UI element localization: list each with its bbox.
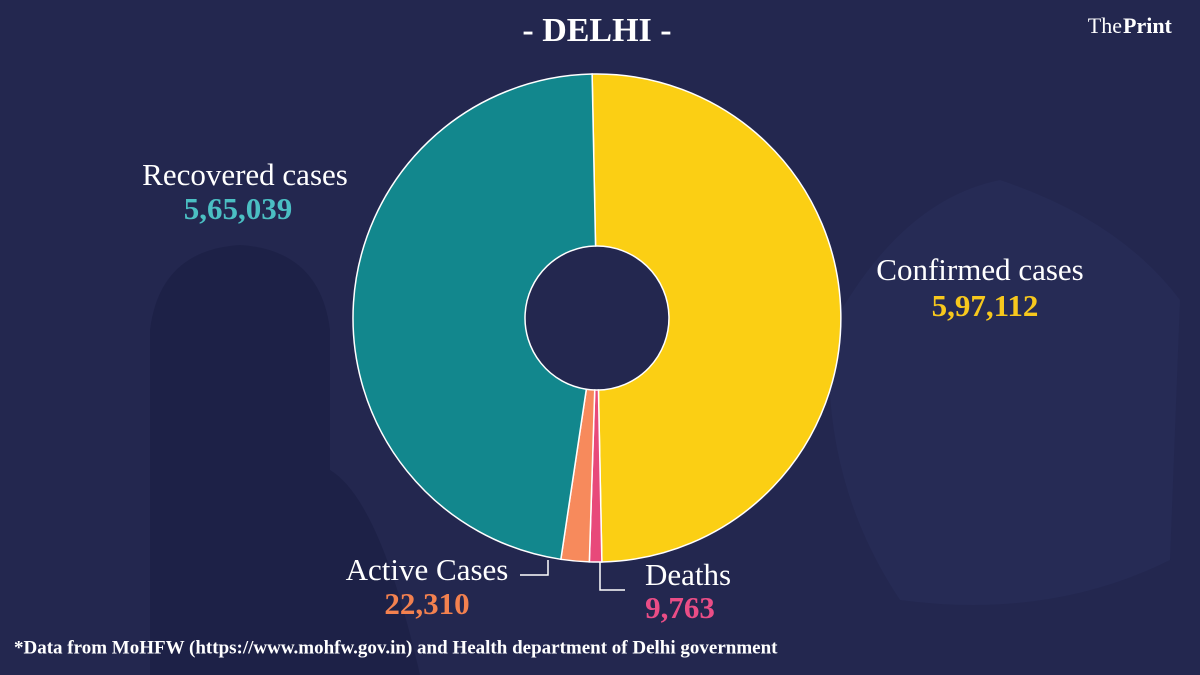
slice-label: Deaths <box>645 557 731 592</box>
value-label: 5,65,039 <box>184 191 293 226</box>
person-silhouette <box>150 245 420 675</box>
slice-label: Confirmed cases <box>876 252 1083 287</box>
donut-slice <box>591 73 842 563</box>
slice-label: Active Cases <box>346 552 509 587</box>
brand-name: Print <box>1123 13 1173 38</box>
brand-prefix: The <box>1088 13 1122 38</box>
value-label: 22,310 <box>384 586 469 621</box>
value-label: 5,97,112 <box>932 288 1039 323</box>
chart-title: - DELHI - <box>522 12 671 49</box>
leader-line <box>599 560 625 591</box>
leader-line <box>520 560 549 576</box>
donut-slice <box>352 73 597 561</box>
map-silhouette <box>828 180 1180 605</box>
slice-label: Recovered cases <box>142 157 348 192</box>
footnote: *Data from MoHFW (https://www.mohfw.gov.… <box>14 637 778 658</box>
value-label: 9,763 <box>645 590 715 625</box>
